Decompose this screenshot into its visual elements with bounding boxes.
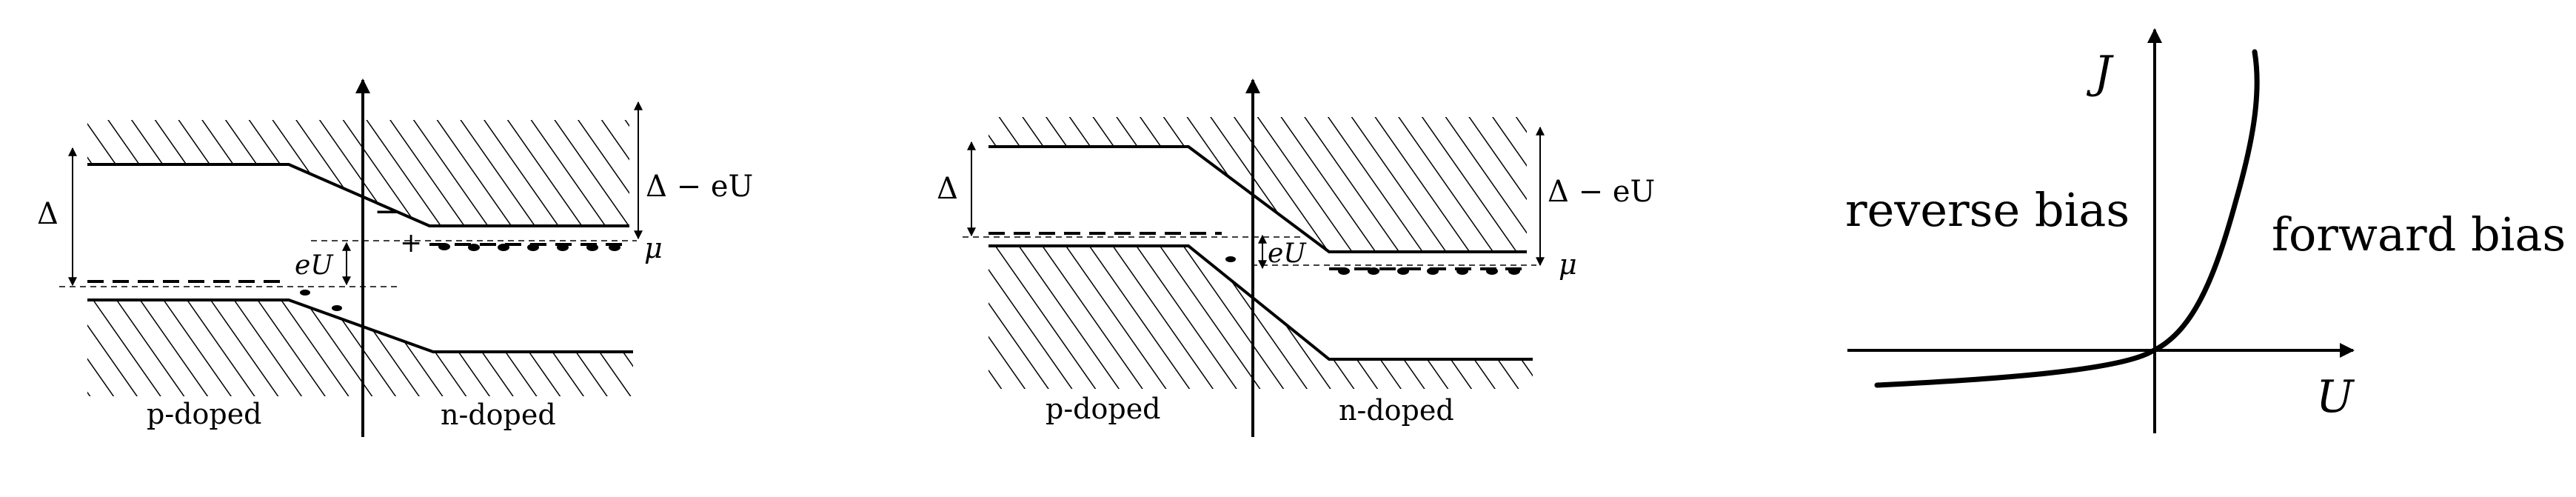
conduction-band-region <box>87 120 629 226</box>
electron-markers-2 <box>1225 256 1520 275</box>
gap-label: Δ <box>37 197 58 231</box>
gap-minus-eu-label-2: Δ − eU <box>1548 175 1655 209</box>
p-doped-label-2: p-doped <box>1046 393 1161 425</box>
valence-band-region <box>87 300 633 396</box>
valence-band-edge <box>87 298 633 353</box>
reverse-bias-label: reverse bias <box>1845 183 2130 237</box>
gap-label-2: Δ <box>937 172 958 206</box>
conduction-band-region-2 <box>988 117 1527 252</box>
n-doped-label-2: n-doped <box>1339 394 1454 427</box>
gap-minus-eu-label: Δ − eU <box>646 170 753 204</box>
n-doped-label: n-doped <box>441 398 556 431</box>
y-axis-label: J <box>2086 47 2114 99</box>
x-axis-label: U <box>2316 371 2355 423</box>
electron-charge-label: − <box>374 193 401 230</box>
forward-bias-label: forward bias <box>2272 207 2566 261</box>
iv-curve <box>1874 49 2260 388</box>
valence-band-region-2 <box>988 246 1533 389</box>
mu-label-2: μ <box>1559 248 1577 281</box>
valence-band-edge-2 <box>988 244 1533 361</box>
eu-label-2: eU <box>1268 239 1307 269</box>
iv-curve-panel: J U reverse bias forward bias <box>1845 28 2566 433</box>
conduction-band-edge-2 <box>988 145 1527 253</box>
mu-label: μ <box>644 232 663 264</box>
forward-bias-band-diagram: − + Δ Δ − eU μ eU p-doped n-doped <box>37 79 753 437</box>
eu-label: eU <box>295 250 334 281</box>
hole-charge-label: + <box>400 228 422 258</box>
p-doped-label: p-doped <box>147 398 262 430</box>
conduction-band-edge <box>87 163 629 227</box>
electron-markers <box>300 243 620 311</box>
reverse-bias-band-diagram: Δ Δ − eU μ eU p-doped n-doped <box>937 79 1655 437</box>
